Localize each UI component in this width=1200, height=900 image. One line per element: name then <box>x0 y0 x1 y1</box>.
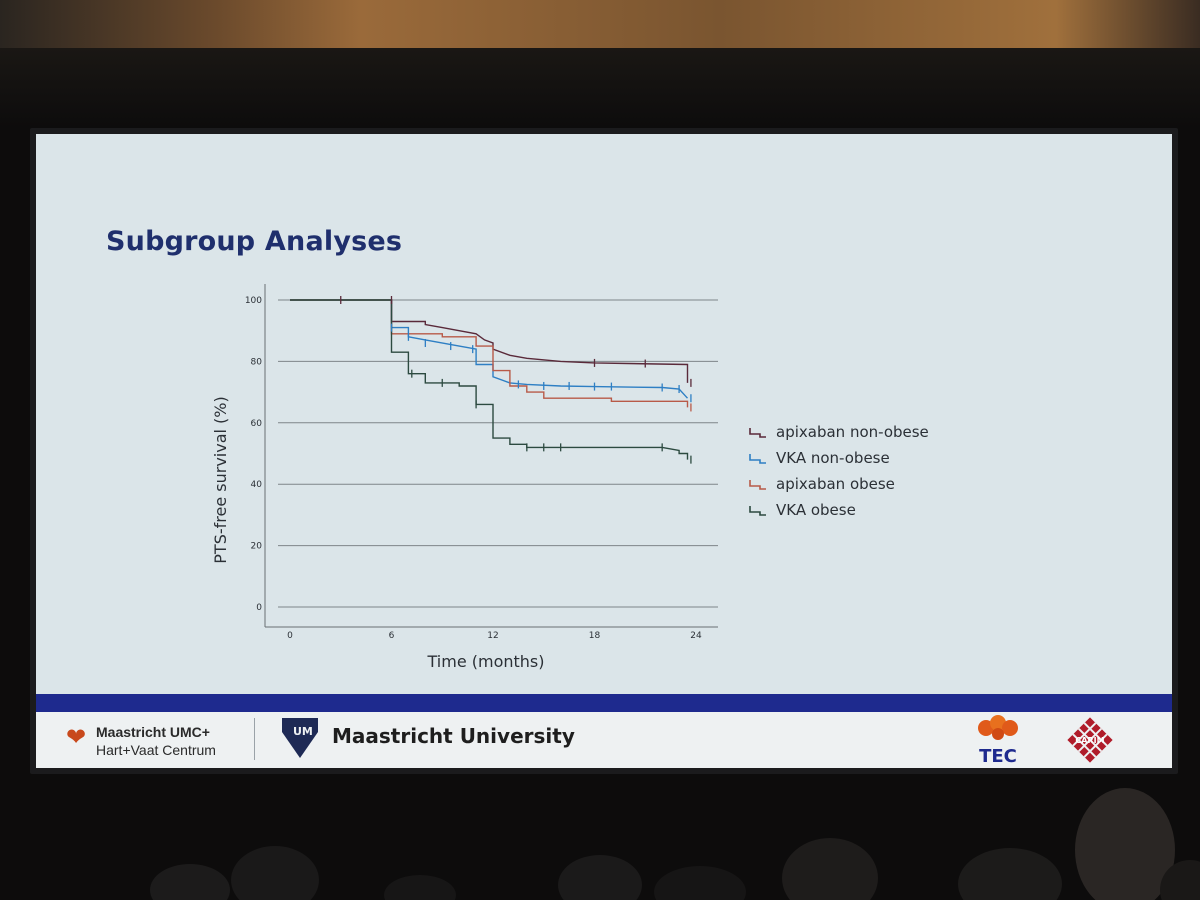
series-line-vka-obese <box>290 299 689 460</box>
audience-silhouettes <box>150 788 1200 900</box>
heart-icon: ❤ <box>66 723 87 751</box>
x-tick-12: 12 <box>487 631 498 641</box>
y-axis-label: PTS-free survival (%) <box>211 396 230 563</box>
grid-lines <box>278 299 718 608</box>
presentation-slide: Subgroup Analyses 0 20 40 60 80 100 0 6 12 18 24 … <box>36 134 1172 768</box>
series-line-apixaban-obese <box>290 299 689 408</box>
slide-footer: ❤ Maastricht UMC+ Hart+Vaat Centrum UM M… <box>36 712 1172 768</box>
y-tick-20: 20 <box>251 542 263 552</box>
footer-stripe <box>36 694 1172 712</box>
censor-marks <box>340 296 692 464</box>
footer-divider <box>254 718 255 760</box>
mumc-name: Maastricht UMC+ <box>96 724 210 740</box>
y-tick-100: 100 <box>245 296 262 306</box>
legend-label-apixaban-obese: apixaban obese <box>776 475 895 493</box>
legend-swatch-vka-non-obese <box>749 454 766 464</box>
legend-label-vka-obese: VKA obese <box>776 501 856 519</box>
y-tick-40: 40 <box>251 480 263 490</box>
series-line-vka-non-obese <box>290 299 689 399</box>
legend-label-apixaban-non-obese: apixaban non-obese <box>776 423 929 441</box>
y-tick-0: 0 <box>256 603 262 613</box>
carim-logo: CARIM <box>1067 717 1113 763</box>
chart-frame <box>264 284 718 628</box>
series-lines <box>290 299 689 460</box>
y-tick-labels: 0 20 40 60 80 100 <box>245 296 262 613</box>
legend-swatch-apixaban-non-obese <box>749 428 766 438</box>
x-tick-0: 0 <box>287 631 293 641</box>
x-axis-label: Time (months) <box>427 652 545 671</box>
x-tick-24: 24 <box>690 631 702 641</box>
um-badge-text: UM <box>293 725 313 738</box>
x-tick-6: 6 <box>389 631 395 641</box>
carim-text: CARIM <box>1075 736 1104 745</box>
ceiling-lights <box>0 0 1200 48</box>
mumc-subtitle: Hart+Vaat Centrum <box>96 742 216 758</box>
x-tick-18: 18 <box>589 631 601 641</box>
legend: apixaban non-obese VKA non-obese apixaban … <box>749 423 929 519</box>
tec-logo: TEC <box>978 715 1018 766</box>
um-logo-icon: UM <box>282 718 318 758</box>
legend-swatch-vka-obese <box>749 506 766 516</box>
y-tick-60: 60 <box>251 419 263 429</box>
slide-title: Subgroup Analyses <box>106 226 403 257</box>
km-chart: 0 20 40 60 80 100 0 6 12 18 24 PTS-free survival … <box>211 284 929 671</box>
room-background <box>0 48 1200 128</box>
tec-text: TEC <box>979 746 1017 766</box>
legend-swatch-apixaban-obese <box>749 480 766 490</box>
series-line-apixaban-non-obese <box>290 299 689 383</box>
university-name: Maastricht University <box>332 724 575 748</box>
x-tick-labels: 0 6 12 18 24 <box>287 631 702 641</box>
y-tick-80: 80 <box>251 357 263 367</box>
legend-label-vka-non-obese: VKA non-obese <box>776 449 890 467</box>
